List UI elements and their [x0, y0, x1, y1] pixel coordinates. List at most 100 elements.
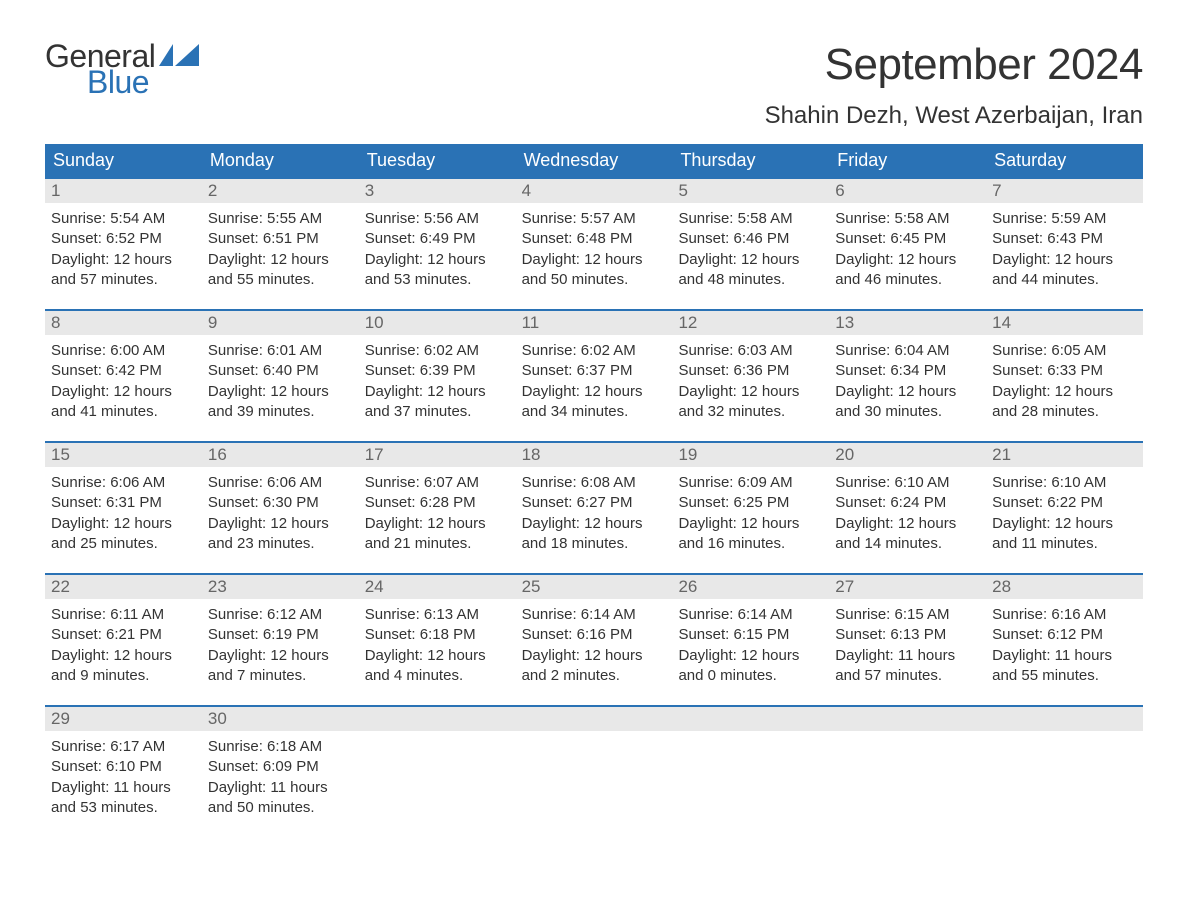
day-dl1-line: Daylight: 12 hours — [51, 514, 196, 534]
day-number: 3 — [359, 179, 516, 203]
weekday-friday: Friday — [829, 144, 986, 177]
day-body: Sunrise: 5:55 AMSunset: 6:51 PMDaylight:… — [202, 203, 359, 294]
day-cell: 4Sunrise: 5:57 AMSunset: 6:48 PMDaylight… — [516, 179, 673, 297]
day-number — [359, 707, 516, 731]
day-sunrise-line: Sunrise: 6:12 AM — [208, 605, 353, 625]
day-sunset-line: Sunset: 6:12 PM — [992, 625, 1137, 645]
day-number: 10 — [359, 311, 516, 335]
day-dl1-line: Daylight: 12 hours — [678, 646, 823, 666]
day-number: 12 — [672, 311, 829, 335]
day-cell: 9Sunrise: 6:01 AMSunset: 6:40 PMDaylight… — [202, 311, 359, 429]
day-number — [986, 707, 1143, 731]
day-body: Sunrise: 6:07 AMSunset: 6:28 PMDaylight:… — [359, 467, 516, 558]
day-body: Sunrise: 6:14 AMSunset: 6:15 PMDaylight:… — [672, 599, 829, 690]
day-sunset-line: Sunset: 6:48 PM — [522, 229, 667, 249]
day-dl1-line: Daylight: 12 hours — [835, 382, 980, 402]
day-body: Sunrise: 6:13 AMSunset: 6:18 PMDaylight:… — [359, 599, 516, 690]
day-body: Sunrise: 6:14 AMSunset: 6:16 PMDaylight:… — [516, 599, 673, 690]
location-subtitle: Shahin Dezh, West Azerbaijan, Iran — [765, 102, 1143, 130]
day-dl2-line: and 48 minutes. — [678, 270, 823, 290]
day-body: Sunrise: 6:02 AMSunset: 6:39 PMDaylight:… — [359, 335, 516, 426]
day-dl1-line: Daylight: 12 hours — [522, 514, 667, 534]
day-dl1-line: Daylight: 12 hours — [208, 646, 353, 666]
day-dl2-line: and 11 minutes. — [992, 534, 1137, 554]
day-dl2-line: and 41 minutes. — [51, 402, 196, 422]
day-cell: 3Sunrise: 5:56 AMSunset: 6:49 PMDaylight… — [359, 179, 516, 297]
day-dl2-line: and 23 minutes. — [208, 534, 353, 554]
day-sunset-line: Sunset: 6:37 PM — [522, 361, 667, 381]
day-cell: 29Sunrise: 6:17 AMSunset: 6:10 PMDayligh… — [45, 707, 202, 825]
day-dl2-line: and 4 minutes. — [365, 666, 510, 686]
day-sunset-line: Sunset: 6:21 PM — [51, 625, 196, 645]
empty-day-cell — [986, 707, 1143, 825]
day-body: Sunrise: 5:56 AMSunset: 6:49 PMDaylight:… — [359, 203, 516, 294]
weekday-thursday: Thursday — [672, 144, 829, 177]
day-dl1-line: Daylight: 12 hours — [992, 250, 1137, 270]
day-dl2-line: and 50 minutes. — [522, 270, 667, 290]
day-number: 28 — [986, 575, 1143, 599]
day-number: 11 — [516, 311, 673, 335]
day-dl2-line: and 37 minutes. — [365, 402, 510, 422]
day-dl2-line: and 9 minutes. — [51, 666, 196, 686]
logo: General Blue — [45, 40, 199, 98]
day-dl1-line: Daylight: 12 hours — [51, 382, 196, 402]
day-body: Sunrise: 6:08 AMSunset: 6:27 PMDaylight:… — [516, 467, 673, 558]
day-sunrise-line: Sunrise: 6:02 AM — [365, 341, 510, 361]
day-number: 15 — [45, 443, 202, 467]
day-dl1-line: Daylight: 12 hours — [365, 382, 510, 402]
day-cell: 20Sunrise: 6:10 AMSunset: 6:24 PMDayligh… — [829, 443, 986, 561]
day-sunset-line: Sunset: 6:33 PM — [992, 361, 1137, 381]
day-sunrise-line: Sunrise: 6:05 AM — [992, 341, 1137, 361]
day-sunrise-line: Sunrise: 5:58 AM — [835, 209, 980, 229]
day-number: 30 — [202, 707, 359, 731]
day-dl1-line: Daylight: 12 hours — [992, 514, 1137, 534]
day-dl2-line: and 16 minutes. — [678, 534, 823, 554]
day-sunset-line: Sunset: 6:39 PM — [365, 361, 510, 381]
day-sunset-line: Sunset: 6:25 PM — [678, 493, 823, 513]
day-sunset-line: Sunset: 6:19 PM — [208, 625, 353, 645]
day-number: 26 — [672, 575, 829, 599]
title-block: September 2024 Shahin Dezh, West Azerbai… — [765, 40, 1143, 130]
day-sunrise-line: Sunrise: 5:58 AM — [678, 209, 823, 229]
day-body: Sunrise: 6:02 AMSunset: 6:37 PMDaylight:… — [516, 335, 673, 426]
day-dl1-line: Daylight: 12 hours — [522, 382, 667, 402]
day-cell: 5Sunrise: 5:58 AMSunset: 6:46 PMDaylight… — [672, 179, 829, 297]
day-number: 29 — [45, 707, 202, 731]
day-sunrise-line: Sunrise: 5:59 AM — [992, 209, 1137, 229]
day-number: 16 — [202, 443, 359, 467]
day-body: Sunrise: 6:11 AMSunset: 6:21 PMDaylight:… — [45, 599, 202, 690]
day-cell: 11Sunrise: 6:02 AMSunset: 6:37 PMDayligh… — [516, 311, 673, 429]
day-dl2-line: and 32 minutes. — [678, 402, 823, 422]
day-sunrise-line: Sunrise: 6:01 AM — [208, 341, 353, 361]
day-sunrise-line: Sunrise: 6:07 AM — [365, 473, 510, 493]
day-number: 17 — [359, 443, 516, 467]
day-number: 8 — [45, 311, 202, 335]
logo-word-blue: Blue — [87, 66, 199, 98]
month-title: September 2024 — [765, 40, 1143, 90]
day-cell: 28Sunrise: 6:16 AMSunset: 6:12 PMDayligh… — [986, 575, 1143, 693]
week-row: 22Sunrise: 6:11 AMSunset: 6:21 PMDayligh… — [45, 573, 1143, 693]
day-dl2-line: and 30 minutes. — [835, 402, 980, 422]
day-number: 14 — [986, 311, 1143, 335]
day-number — [516, 707, 673, 731]
day-sunset-line: Sunset: 6:09 PM — [208, 757, 353, 777]
day-body: Sunrise: 6:10 AMSunset: 6:24 PMDaylight:… — [829, 467, 986, 558]
day-sunrise-line: Sunrise: 6:15 AM — [835, 605, 980, 625]
day-cell: 1Sunrise: 5:54 AMSunset: 6:52 PMDaylight… — [45, 179, 202, 297]
day-body: Sunrise: 5:58 AMSunset: 6:46 PMDaylight:… — [672, 203, 829, 294]
day-body: Sunrise: 5:57 AMSunset: 6:48 PMDaylight:… — [516, 203, 673, 294]
day-number: 21 — [986, 443, 1143, 467]
day-body: Sunrise: 6:00 AMSunset: 6:42 PMDaylight:… — [45, 335, 202, 426]
day-dl2-line: and 21 minutes. — [365, 534, 510, 554]
day-dl1-line: Daylight: 12 hours — [835, 250, 980, 270]
day-body: Sunrise: 6:10 AMSunset: 6:22 PMDaylight:… — [986, 467, 1143, 558]
day-sunrise-line: Sunrise: 6:00 AM — [51, 341, 196, 361]
day-body: Sunrise: 6:06 AMSunset: 6:31 PMDaylight:… — [45, 467, 202, 558]
day-dl2-line: and 57 minutes. — [835, 666, 980, 686]
day-sunrise-line: Sunrise: 6:11 AM — [51, 605, 196, 625]
day-body: Sunrise: 5:54 AMSunset: 6:52 PMDaylight:… — [45, 203, 202, 294]
day-sunrise-line: Sunrise: 5:56 AM — [365, 209, 510, 229]
day-sunset-line: Sunset: 6:13 PM — [835, 625, 980, 645]
day-sunrise-line: Sunrise: 6:06 AM — [51, 473, 196, 493]
day-cell: 2Sunrise: 5:55 AMSunset: 6:51 PMDaylight… — [202, 179, 359, 297]
